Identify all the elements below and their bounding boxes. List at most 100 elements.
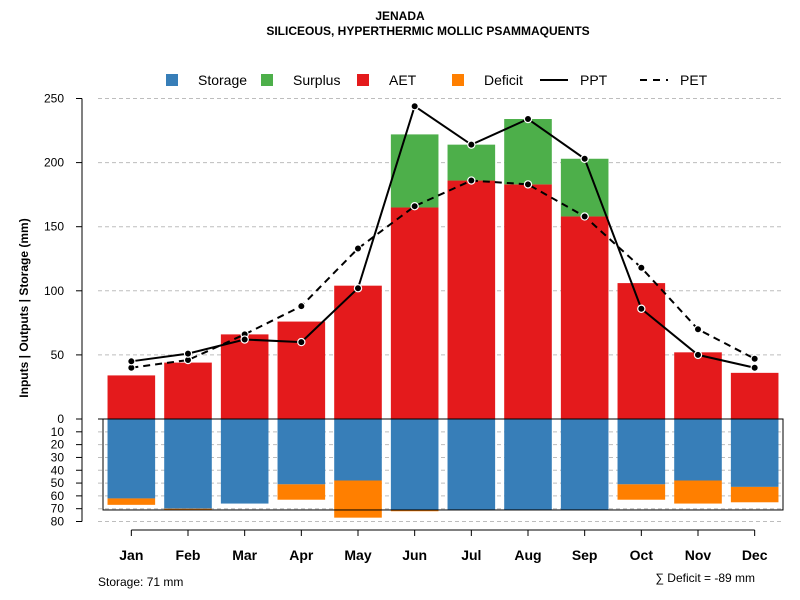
ppt-point — [410, 101, 419, 111]
pet-point — [353, 244, 363, 253]
storage-bar — [730, 419, 779, 487]
storage-label: Storage: 71 mm — [98, 575, 183, 589]
legend-label-aet: AET — [389, 72, 417, 88]
storage-bar — [107, 419, 156, 499]
aet-bar — [107, 375, 156, 419]
legend-swatch-storage — [166, 74, 178, 86]
lines — [127, 101, 759, 372]
legend-label-pet: PET — [680, 72, 708, 88]
pet-point — [750, 354, 759, 363]
deficit-bar — [390, 509, 439, 512]
deficit-bar — [334, 480, 382, 518]
y-tick-label-lower: 50 — [51, 476, 65, 490]
ppt-point — [637, 304, 646, 313]
y-tick-label-lower: 10 — [51, 425, 65, 439]
legend-label-surplus: Surplus — [293, 72, 340, 88]
storage-bar — [504, 419, 552, 510]
aet-bar — [617, 283, 666, 419]
pet-point — [693, 325, 703, 334]
aet-bar — [730, 372, 779, 419]
aet-bar — [390, 207, 439, 419]
legend-swatch-aet — [357, 74, 369, 86]
legend-label-storage: Storage — [198, 72, 247, 88]
y-tick-label-lower: 20 — [51, 438, 65, 452]
surplus-bar — [447, 144, 496, 181]
ppt-point — [467, 140, 476, 149]
aet-bar — [560, 216, 609, 419]
storage-bar — [390, 419, 439, 510]
y-tick-label-upper: 250 — [44, 92, 64, 106]
legend-label-ppt: PPT — [580, 72, 608, 88]
surplus-bar — [560, 158, 609, 217]
storage-bar — [560, 419, 609, 510]
pet-point — [297, 301, 306, 311]
pet-point — [523, 180, 533, 189]
deficit-sum-label: ∑ Deficit = -89 mm — [655, 571, 755, 585]
ppt-line — [131, 104, 755, 369]
storage-bar — [674, 419, 722, 481]
x-tick-label: Jan — [119, 547, 143, 563]
legend-swatch-surplus — [261, 74, 273, 86]
ppt-point — [183, 349, 193, 358]
y-tick-label-lower: 30 — [51, 450, 65, 464]
y-tick-label-lower: 80 — [51, 515, 65, 529]
y-tick-label-upper: 200 — [44, 156, 64, 170]
x-tick-label: Oct — [630, 547, 654, 563]
surplus-bar — [504, 119, 552, 185]
pet-point — [410, 201, 419, 211]
surplus-bar — [390, 134, 439, 208]
pet-point — [637, 263, 646, 272]
x-tick-label: May — [344, 547, 371, 563]
deficit-bar — [277, 484, 326, 500]
x-tick-label: Jul — [461, 547, 481, 563]
chart-subtitle: SILICEOUS, HYPERTHERMIC MOLLIC PSAMMAQUE… — [266, 24, 589, 38]
pet-point — [467, 176, 476, 185]
ppt-point — [353, 284, 363, 293]
x-tick-label: Apr — [289, 547, 314, 563]
ppt-point — [750, 363, 759, 372]
deficit-bar — [164, 508, 212, 510]
y-tick-label-lower: 60 — [51, 489, 65, 503]
legend-label-deficit: Deficit — [484, 72, 523, 88]
x-tick-label: Jun — [402, 547, 427, 563]
aet-bar — [504, 184, 552, 419]
y-tick-label-upper: 150 — [44, 220, 64, 234]
chart-title: JENADA — [375, 9, 425, 23]
x-tick-label: Aug — [514, 547, 541, 563]
pet-point — [580, 212, 589, 221]
storage-bar — [447, 419, 496, 510]
y-axis-label: Inputs | Outputs | Storage (mm) — [17, 218, 31, 397]
storage-bar — [164, 419, 212, 509]
x-tick-label: Mar — [232, 547, 257, 563]
storage-bar — [334, 419, 382, 481]
ppt-point — [580, 154, 589, 163]
y-tick-label-upper: 100 — [44, 284, 64, 298]
storage-bar — [617, 419, 666, 485]
grid — [98, 98, 783, 522]
ppt-point — [297, 337, 306, 347]
y-tick-label-upper: 0 — [57, 412, 64, 426]
aet-bar — [277, 321, 326, 419]
ppt-point — [693, 350, 703, 360]
deficit-bar — [730, 486, 779, 503]
storage-bar — [277, 419, 326, 485]
aet-bar — [164, 362, 212, 419]
y-tick-label-lower: 70 — [51, 502, 65, 516]
legend: Storage Surplus AET Deficit PPT PET — [166, 72, 708, 88]
y-tick-label-upper: 50 — [51, 348, 65, 362]
x-tick-label: Feb — [176, 547, 201, 563]
deficit-bar — [107, 498, 156, 505]
y-tick-label-lower: 40 — [51, 463, 65, 477]
x-tick-label: Dec — [742, 547, 768, 563]
ppt-point — [127, 357, 136, 366]
storage-bar — [220, 419, 269, 504]
deficit-bar — [617, 484, 666, 500]
aet-bar — [220, 334, 269, 419]
aet-bar — [334, 285, 382, 419]
aet-bar — [674, 352, 722, 419]
pet-line — [131, 179, 756, 369]
ppt-point — [523, 114, 533, 124]
x-tick-label: Nov — [685, 547, 712, 563]
